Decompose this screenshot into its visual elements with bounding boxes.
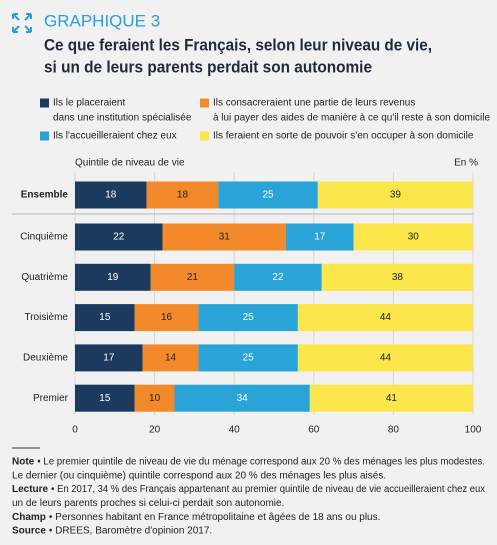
value-label: 31 — [219, 232, 231, 243]
note-text: • Le premier quintile de niveau de vie d… — [37, 457, 485, 468]
note-text: • DREES, Baromètre d'opinion 2017. — [49, 526, 212, 537]
value-label: 39 — [390, 190, 402, 201]
value-label: 14 — [165, 353, 177, 364]
note-label: Source — [12, 526, 46, 537]
value-label: 18 — [177, 190, 189, 201]
value-label: 22 — [113, 232, 125, 243]
value-label: 34 — [237, 393, 249, 404]
x-tick-label: 0 — [72, 425, 78, 436]
unit-label: En % — [454, 158, 478, 169]
kicker: GRAPHIQUE 3 — [44, 11, 160, 30]
category-label: Ensemble — [21, 190, 69, 201]
value-label: 15 — [99, 393, 111, 404]
bar-segment — [75, 181, 147, 209]
bar-segment — [198, 304, 298, 332]
value-label: 17 — [103, 353, 115, 364]
title: Ce que feraient les Français, selon leur… — [44, 35, 432, 54]
value-label: 15 — [99, 312, 111, 323]
value-label: 38 — [392, 272, 404, 283]
legend-label: Ils feraient en sorte de pouvoir s'en oc… — [213, 131, 474, 142]
bar-segment — [75, 384, 135, 412]
bar-segment — [134, 304, 199, 332]
bar-segment — [134, 384, 175, 412]
bar-segment — [234, 263, 322, 291]
value-label: 16 — [161, 312, 173, 323]
value-label: 25 — [243, 353, 255, 364]
value-label: 25 — [262, 190, 274, 201]
value-label: 41 — [386, 393, 398, 404]
note-text: Le dernier (ou cinquième) quintile corre… — [12, 470, 386, 481]
note-label: Champ — [12, 512, 46, 523]
legend-label: Ils le placeraient — [53, 98, 125, 109]
bar-segment — [297, 344, 473, 372]
bar-segment — [75, 304, 135, 332]
bar-segment — [174, 384, 310, 412]
title: si un de leurs parents perdait son auton… — [44, 57, 372, 76]
x-tick-label: 20 — [149, 425, 161, 436]
value-label: 21 — [187, 272, 199, 283]
note-text: • Personnes habitant en France métropoli… — [49, 512, 381, 523]
bar-segment — [75, 263, 151, 291]
bar-segment — [162, 223, 286, 251]
legend-swatch — [40, 131, 49, 141]
axis-label: Quintile de niveau de vie — [75, 158, 185, 169]
value-label: 25 — [243, 312, 255, 323]
legend-label: dans une institution spécialisée — [53, 113, 192, 124]
note-text: un de leurs parents proches si celui-ci … — [12, 498, 284, 509]
legend-swatch — [40, 98, 49, 108]
value-label: 18 — [105, 190, 117, 201]
value-label: 44 — [380, 353, 392, 364]
category-label: Cinquième — [20, 232, 68, 243]
expand-icon — [12, 13, 32, 33]
bar-segment — [150, 263, 235, 291]
legend-swatch — [200, 131, 209, 141]
category-label: Quatrième — [21, 272, 68, 283]
category-label: Troisième — [24, 312, 68, 323]
legend-label: Ils consacreraient une partie de leurs r… — [213, 98, 415, 109]
bar-segment — [218, 181, 318, 209]
category-label: Premier — [33, 393, 69, 404]
value-label: 44 — [380, 312, 392, 323]
bar-segment — [297, 304, 473, 332]
bar-segment — [353, 223, 473, 251]
category-label: Deuxième — [23, 353, 68, 364]
bar-segment — [198, 344, 298, 372]
value-label: 17 — [314, 232, 326, 243]
x-tick-label: 60 — [308, 425, 320, 436]
bar-segment — [285, 223, 354, 251]
legend-swatch — [200, 98, 209, 108]
legend-label: à lui payer des aides de manière à ce qu… — [213, 113, 490, 124]
note-label: Lecture — [12, 484, 49, 495]
legend-label: Ils l'accueilleraient chez eux — [53, 131, 177, 142]
x-tick-label: 40 — [229, 425, 241, 436]
note-label: Note — [12, 457, 35, 468]
note-text: • En 2017, 34 % des Français appartenant… — [51, 484, 485, 495]
value-label: 10 — [149, 393, 161, 404]
bar-segment — [309, 384, 473, 412]
bar-segment — [317, 181, 473, 209]
bar-segment — [146, 181, 219, 209]
value-label: 30 — [408, 232, 420, 243]
bar-segment — [321, 263, 473, 291]
x-tick-label: 80 — [388, 425, 400, 436]
bar-segment — [142, 344, 199, 372]
x-tick-label: 100 — [465, 425, 482, 436]
bar-segment — [75, 223, 163, 251]
bar-segment — [75, 344, 143, 372]
value-label: 19 — [107, 272, 119, 283]
value-label: 22 — [272, 272, 284, 283]
